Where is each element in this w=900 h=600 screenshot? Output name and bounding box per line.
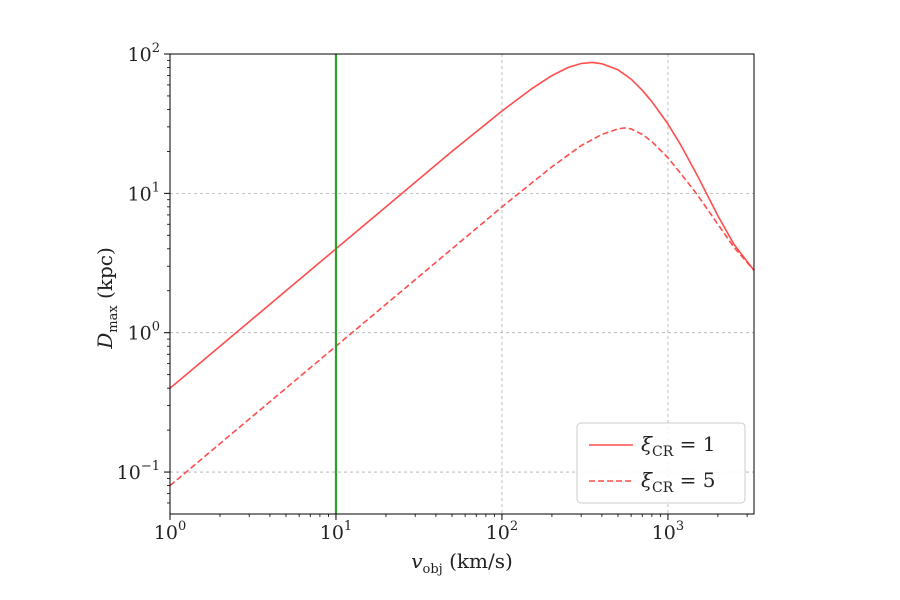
x-tick-label: 102 <box>486 519 518 544</box>
legend-items: ξCR = 1 ξCR = 5 <box>589 432 715 496</box>
y-axis-label: Dmax (kpc) <box>93 247 121 350</box>
y-tick-label: 101 <box>128 180 160 205</box>
ticks: 100 101 102 103 10−1 100 101 102 <box>117 41 748 544</box>
legend-item-1: ξCR = 1 <box>589 432 715 460</box>
x-tick-label: 100 <box>154 519 186 544</box>
y-tick-label: 100 <box>128 320 160 345</box>
y-tick-label: 102 <box>128 41 160 66</box>
legend: ξCR = 1 ξCR = 5 <box>576 422 746 504</box>
legend-item-2: ξCR = 5 <box>589 468 715 496</box>
y-tick-label: 10−1 <box>117 459 160 484</box>
x-tick-label: 103 <box>652 519 684 544</box>
x-axis-label: vobj (km/s) <box>411 549 513 577</box>
x-tick-label: 101 <box>320 519 352 544</box>
series-layer <box>169 61 755 487</box>
legend-label: ξCR = 5 <box>641 468 715 496</box>
plot-frame <box>169 53 755 515</box>
legend-label: ξCR = 1 <box>641 432 715 460</box>
series-line-1 <box>169 61 755 389</box>
legend-box <box>576 422 746 504</box>
series-line-2 <box>169 127 755 487</box>
